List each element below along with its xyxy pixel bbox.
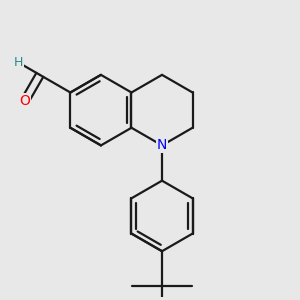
Text: H: H bbox=[14, 56, 23, 69]
Text: N: N bbox=[157, 138, 167, 152]
Text: O: O bbox=[20, 94, 30, 108]
